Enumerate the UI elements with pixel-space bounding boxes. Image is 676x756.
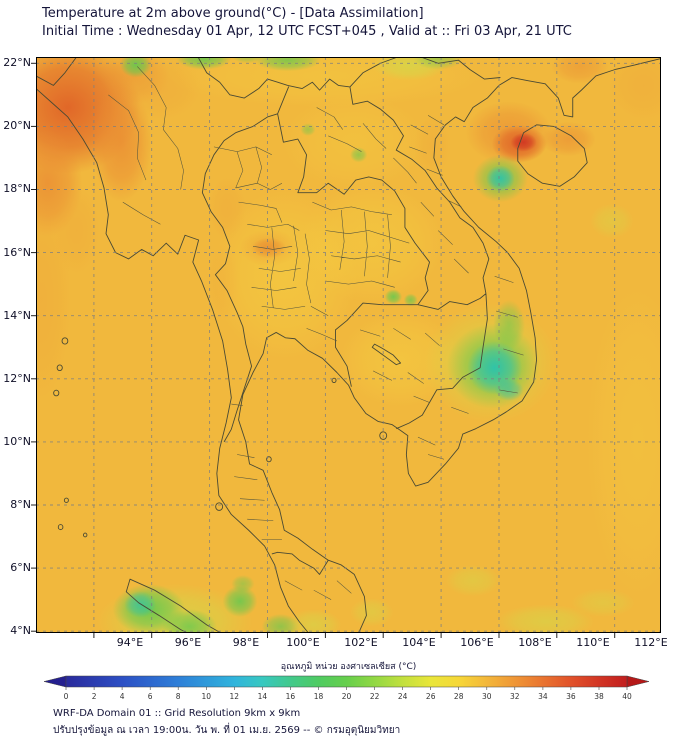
axis-ticks [31,62,616,638]
colorbar-tick-label: 4 [120,692,125,701]
colorbar-tick-label: 36 [566,692,576,701]
colorbar-tick-labels: 0 2 4 6 8 10 12 14 16 18 20 22 24 26 28 … [64,692,632,701]
x-tick-label: 108°E [518,636,552,649]
colorbar-tick-label: 2 [92,692,97,701]
y-tick-label: 14°N [3,309,31,322]
x-tick-label: 96°E [174,636,202,649]
x-tick-label: 98°E [232,636,260,649]
colorbar-tick-label: 30 [482,692,492,701]
colorbar-tick-label: 22 [370,692,380,701]
colorbar-tick-label: 40 [622,692,632,701]
gridlines [36,57,661,633]
colorbar-tick-label: 6 [148,692,153,701]
colorbar-right-arrow [626,675,650,688]
y-tick-label: 12°N [3,372,31,385]
footer-update-info: ปรับปรุงข้อมูล ณ เวลา 19:00น. วัน พ. ที่… [53,725,401,736]
colorbar-tick-label: 14 [258,692,268,701]
y-tick-label: 10°N [3,435,31,448]
y-tick-label: 4°N [10,624,31,637]
colorbar-tick-label: 38 [594,692,604,701]
temperature-map [31,57,661,638]
colorbar-tick-label: 12 [230,692,240,701]
footer-domain-info: WRF-DA Domain 01 :: Grid Resolution 9km … [53,708,301,719]
colorbar-tick-label: 24 [398,692,408,701]
coastlines [36,59,661,634]
colorbar-tick-label: 34 [538,692,548,701]
colorbar-tick-label: 16 [286,692,296,701]
page-subtitle: Initial Time : Wednesday 01 Apr, 12 UTC … [42,24,572,39]
colorbar-tick-label: 32 [510,692,520,701]
x-tick-label: 112°E [634,636,668,649]
colorbar-tick-label: 8 [176,692,181,701]
plot-frame [36,57,661,633]
small-islands [54,338,387,537]
country-borders [36,57,500,574]
y-tick-label: 22°N [3,56,31,69]
colorbar-tick-label: 10 [202,692,212,701]
x-tick-label: 100°E [286,636,320,649]
colorbar-tick-label: 20 [342,692,352,701]
colorbar-tick-label: 0 [64,692,69,701]
map-plot [31,57,661,638]
x-tick-label: 106°E [460,636,494,649]
colorbar-label: อุณหภูมิ หน่วย องศาเซลเซียส (°C) [280,662,417,672]
x-tick-label: 110°E [576,636,610,649]
y-tick-label: 8°N [10,498,31,511]
y-tick-label: 18°N [3,182,31,195]
colorbar-gradient [65,675,628,688]
colorbar-tick-label: 26 [426,692,436,701]
colorbar-tick-marks [65,687,628,690]
page-title: Temperature at 2m above ground(°C) - [Da… [42,6,424,21]
x-tick-label: 102°E [344,636,378,649]
colorbar: 0 2 4 6 8 10 12 14 16 18 20 22 24 26 28 … [43,675,650,701]
x-tick-label: 104°E [402,636,436,649]
y-tick-label: 20°N [3,119,31,132]
colorbar-tick-label: 28 [454,692,464,701]
province-borders [108,66,523,599]
y-tick-label: 6°N [10,561,31,574]
y-tick-label: 16°N [3,246,31,259]
temperature-field [36,57,661,634]
colorbar-tick-label: 18 [314,692,324,701]
colorbar-left-arrow [43,675,67,688]
x-tick-label: 94°E [116,636,144,649]
